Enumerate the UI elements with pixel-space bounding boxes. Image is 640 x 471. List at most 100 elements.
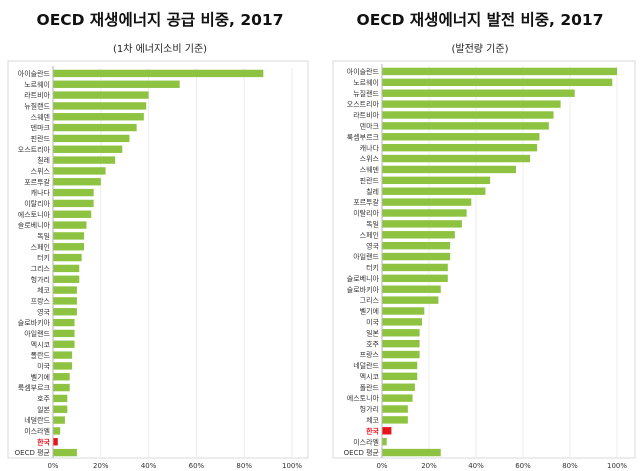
bar [53,156,116,164]
category-label: 아이슬란드 [18,69,51,78]
category-label: 칠레 [366,187,379,196]
x-tick-label: 100% [607,462,627,470]
bar [382,78,613,87]
bar [382,252,451,261]
category-label: 슬로바키아 [18,318,51,327]
category-label: 슬로바키아 [347,285,380,294]
category-label: 룩셈부르크 [347,132,380,141]
category-label: 벨기에 [31,372,50,381]
bar [382,296,439,304]
category-label: 프랑스 [31,298,51,306]
category-label: 네덜란드 [353,361,379,370]
bar [382,427,392,435]
bar [53,394,68,403]
category-label: 에스토니아 [347,394,380,403]
category-label: 일본 [366,328,379,337]
category-label: 그리스 [360,296,380,305]
category-label: 스페인 [31,242,50,251]
x-tick-label: 0% [376,462,387,470]
category-label: 뉴질랜드 [24,102,50,111]
category-label: 터키 [366,263,379,272]
category-label: 스웨덴 [31,112,50,121]
bar [53,351,73,359]
category-label: 스위스 [360,155,380,163]
category-label: 이스라엘 [353,437,379,446]
category-label: 미국 [366,317,379,326]
category-label: 프랑스 [360,351,380,359]
bar [53,362,73,370]
bar [53,210,92,218]
bar [382,416,408,424]
category-label: 아일랜드 [24,329,50,338]
category-label: 라트비아 [353,111,379,120]
category-label: 포르투갈 [353,199,379,207]
bar [382,274,448,283]
bar [382,198,472,206]
category-label: 체코 [366,416,379,424]
plot-frame [332,60,636,459]
bar [382,329,420,337]
category-label: 노르웨이 [24,80,50,89]
bar [53,275,80,283]
category-label: 영국 [37,307,50,316]
bar [382,448,441,457]
x-tick-label: 40% [468,462,484,470]
category-label: 독일 [37,232,50,241]
category-label: 덴마크 [360,121,380,130]
category-label: 아일랜드 [353,252,379,261]
bar [382,241,451,250]
category-label: 헝가리 [31,275,50,284]
x-tick-label: 40% [141,462,157,470]
chart-title: OECD 재생에너지 공급 비중, 2017 [36,11,284,29]
bar [53,297,77,305]
bar [382,165,516,174]
category-label: 체코 [37,287,50,295]
bar [382,133,540,141]
bar [382,339,420,348]
bar [53,102,147,110]
bar [382,122,549,130]
bar [53,91,149,99]
category-label: 스위스 [31,168,51,176]
bar [382,143,538,152]
bar [53,199,94,208]
bar [53,167,106,175]
supply-share-chart: 0% 20% 40% 60% 80% 100% 아이슬란드노르웨이라트비아뉴질랜드스웨덴덴마… [7,60,309,470]
bar [382,394,413,402]
supply-share-panel: OECD 재생에너지 공급 비중, 2017 (1차 에너지소비 기준) 0% 2… [7,11,309,470]
category-label: 헝가리 [360,405,379,414]
bar [382,67,617,76]
bar [53,69,264,78]
generation-share-panel: OECD 재생에너지 발전 비중, 2017 (발전량 기준) 0% 20% 40%… [320,0,640,471]
bar [382,372,418,381]
bar [53,438,58,446]
bar [53,308,77,316]
x-tick-label: 80% [562,462,578,470]
bar [53,318,75,327]
category-label: 뉴질랜드 [353,89,379,98]
bar [382,220,462,228]
category-label: 영국 [366,241,379,250]
category-label: OECD 평균 [15,448,51,457]
bar [382,285,441,293]
category-label: 미국 [37,362,50,371]
chart-title: OECD 재생에너지 발전 비중, 2017 [356,11,604,29]
category-label: 호주 [37,395,50,403]
bar [53,416,65,424]
x-tick-label: 100% [282,462,302,470]
bar [53,243,85,251]
category-label: 캐나다 [31,188,51,197]
bar [382,176,491,185]
bar [53,134,130,143]
bar [53,340,75,348]
bar [382,437,387,446]
chart-subtitle: (1차 에너지소비 기준) [112,44,208,55]
x-tick-label: 80% [236,462,252,470]
category-label: 폴란드 [360,384,380,392]
bar [53,286,77,294]
x-tick-label: 0% [47,462,58,470]
plot-frame [7,60,309,459]
category-label: 한국 [37,437,50,446]
bar [53,405,68,413]
category-label: 오스트리아 [18,145,51,154]
